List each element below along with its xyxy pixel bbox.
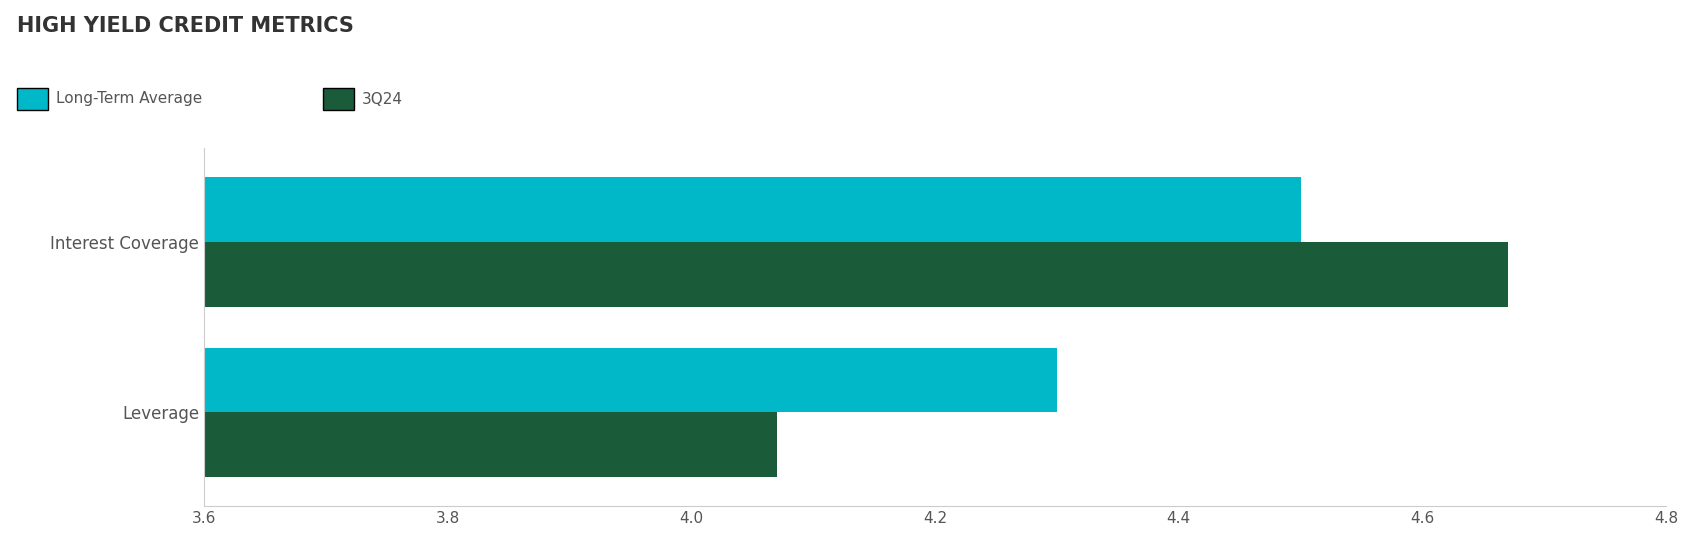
Bar [204, 178, 1300, 242]
Bar [204, 242, 1508, 307]
Bar [204, 348, 1057, 412]
Text: 3Q24: 3Q24 [362, 91, 403, 107]
Text: Long-Term Average: Long-Term Average [56, 91, 202, 107]
Text: HIGH YIELD CREDIT METRICS: HIGH YIELD CREDIT METRICS [17, 16, 354, 36]
Bar [204, 412, 777, 477]
